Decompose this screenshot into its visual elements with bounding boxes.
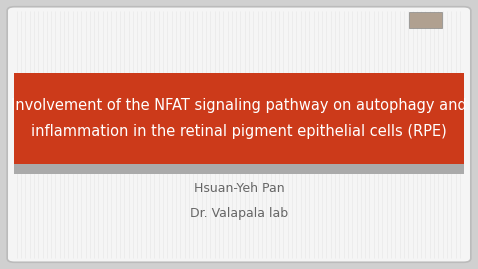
Bar: [14, 73, 464, 164]
FancyBboxPatch shape: [7, 7, 471, 262]
Bar: [14, 164, 464, 174]
Text: inflammation in the retinal pigment epithelial cells (RPE): inflammation in the retinal pigment epit…: [31, 124, 447, 139]
Text: Involvement of the NFAT signaling pathway on autophagy and: Involvement of the NFAT signaling pathwa…: [11, 98, 467, 113]
Text: Hsuan-Yeh Pan: Hsuan-Yeh Pan: [194, 182, 284, 196]
Bar: [409, 12, 442, 28]
Text: Dr. Valapala lab: Dr. Valapala lab: [190, 207, 288, 220]
